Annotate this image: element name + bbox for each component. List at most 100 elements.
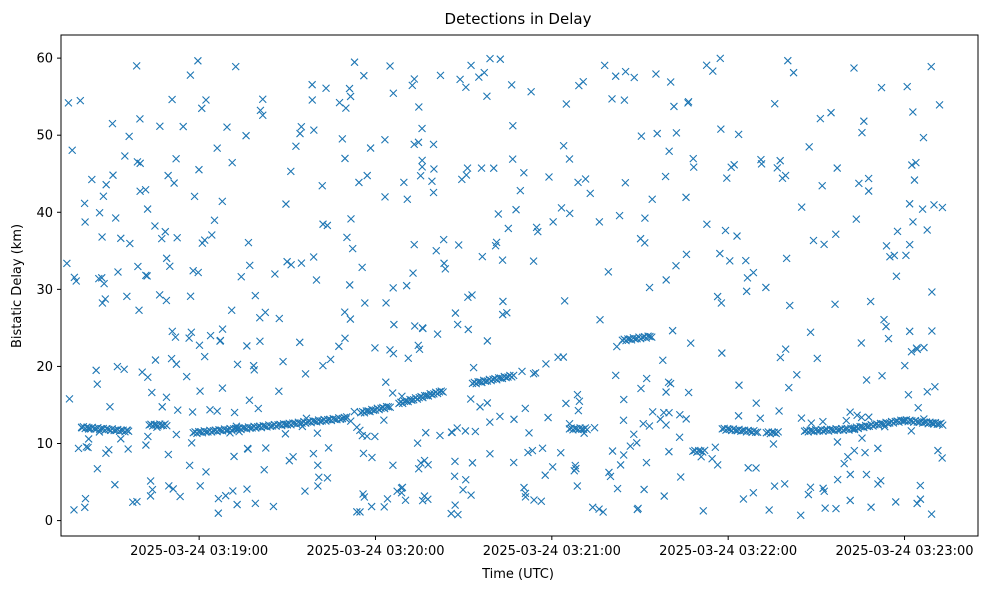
detection-marker bbox=[784, 383, 793, 392]
detection-marker bbox=[414, 464, 423, 473]
detection-marker bbox=[626, 442, 635, 450]
detection-marker bbox=[818, 417, 827, 426]
detection-marker bbox=[84, 425, 93, 433]
detection-marker bbox=[640, 485, 648, 494]
detection-marker bbox=[418, 324, 427, 332]
detection-marker bbox=[233, 360, 242, 369]
detection-marker bbox=[146, 477, 155, 485]
detection-marker bbox=[100, 279, 109, 288]
detection-marker bbox=[210, 216, 219, 225]
detection-marker bbox=[525, 428, 533, 437]
detection-marker bbox=[108, 119, 117, 128]
detection-marker bbox=[498, 256, 507, 265]
detection-marker bbox=[833, 475, 842, 484]
detection-marker bbox=[346, 92, 355, 101]
x-tick-label: 2025-03-24 03:19:00 bbox=[130, 544, 268, 559]
detection-marker bbox=[113, 362, 122, 371]
detection-marker bbox=[106, 402, 114, 411]
detection-marker bbox=[176, 492, 185, 501]
detection-marker bbox=[708, 67, 717, 75]
detection-marker bbox=[529, 369, 538, 378]
detection-marker bbox=[360, 493, 369, 501]
detection-marker bbox=[689, 154, 698, 163]
detection-marker bbox=[132, 61, 141, 70]
x-axis: 2025-03-24 03:19:00 2025-03-24 03:20:00 20… bbox=[130, 536, 974, 559]
detection-marker bbox=[450, 472, 459, 481]
detection-marker bbox=[859, 117, 868, 126]
detection-marker bbox=[451, 501, 460, 510]
detection-marker bbox=[913, 499, 922, 508]
detection-marker bbox=[682, 415, 691, 423]
detection-marker bbox=[393, 487, 402, 496]
detection-marker bbox=[739, 495, 748, 503]
detection-marker bbox=[619, 395, 628, 404]
detection-marker bbox=[611, 72, 620, 81]
detection-marker bbox=[852, 215, 861, 224]
detection-marker bbox=[890, 251, 899, 260]
detection-marker bbox=[436, 71, 445, 80]
detection-marker bbox=[148, 485, 157, 494]
detection-marker bbox=[499, 297, 507, 306]
detection-marker bbox=[463, 293, 472, 302]
detection-marker bbox=[161, 227, 170, 236]
detection-marker bbox=[398, 392, 406, 401]
detection-marker bbox=[524, 448, 532, 457]
detection-marker bbox=[410, 322, 419, 330]
detection-marker bbox=[571, 461, 580, 470]
detection-marker bbox=[502, 308, 511, 317]
detection-marker bbox=[242, 342, 251, 350]
detection-marker bbox=[854, 179, 863, 188]
detection-marker bbox=[861, 448, 869, 457]
detection-marker bbox=[483, 337, 492, 345]
detection-marker bbox=[590, 423, 599, 432]
detection-marker bbox=[141, 271, 150, 280]
detection-marker bbox=[451, 309, 460, 317]
detection-marker bbox=[72, 277, 81, 285]
detection-marker bbox=[621, 178, 630, 187]
detection-marker bbox=[913, 345, 922, 354]
detection-marker bbox=[114, 268, 122, 276]
detection-marker bbox=[642, 374, 651, 383]
detection-marker bbox=[903, 82, 912, 91]
y-tick-label: 40 bbox=[36, 206, 53, 221]
detection-marker bbox=[123, 426, 132, 435]
detection-marker bbox=[927, 510, 936, 519]
detection-marker bbox=[934, 446, 942, 455]
detection-marker bbox=[326, 355, 335, 364]
detection-marker bbox=[98, 233, 106, 241]
detection-marker bbox=[648, 407, 657, 416]
detection-marker bbox=[185, 334, 193, 342]
detection-marker bbox=[716, 125, 725, 133]
y-axis-label: Bistatic Delay (km) bbox=[10, 224, 25, 348]
detection-marker bbox=[302, 414, 311, 423]
detection-marker bbox=[850, 64, 858, 72]
detection-marker bbox=[461, 427, 470, 435]
detection-marker bbox=[399, 178, 408, 187]
detection-marker bbox=[109, 171, 117, 180]
detection-marker bbox=[409, 269, 417, 277]
detection-marker bbox=[544, 413, 552, 422]
detection-marker bbox=[672, 128, 681, 137]
detection-marker bbox=[87, 175, 96, 184]
detection-marker bbox=[416, 459, 425, 467]
detection-marker bbox=[345, 281, 354, 289]
detection-marker bbox=[93, 380, 102, 389]
detection-marker bbox=[206, 405, 214, 414]
detection-marker bbox=[532, 223, 541, 232]
detection-marker bbox=[386, 403, 395, 412]
detection-marker bbox=[727, 163, 736, 172]
detection-marker bbox=[187, 328, 196, 337]
detection-marker bbox=[169, 485, 178, 493]
detection-marker bbox=[492, 238, 501, 247]
detection-marker bbox=[874, 480, 882, 488]
detection-marker bbox=[905, 240, 914, 249]
detection-marker bbox=[194, 268, 203, 277]
detection-marker bbox=[619, 451, 628, 459]
detection-marker bbox=[153, 423, 161, 432]
detection-marker bbox=[80, 503, 89, 512]
detection-marker bbox=[749, 488, 758, 497]
detection-marker bbox=[596, 315, 604, 324]
detection-marker bbox=[662, 388, 670, 396]
detection-marker bbox=[185, 461, 194, 470]
